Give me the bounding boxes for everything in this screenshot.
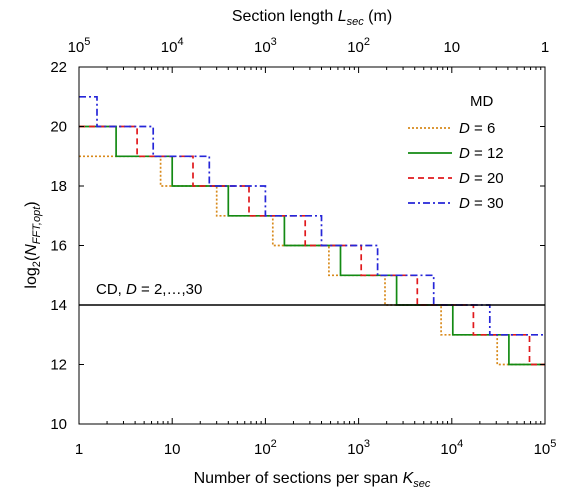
top-x-tick-label: 1 [541,39,549,56]
x-tick-label: 10 [164,441,181,458]
y-tick-label: 12 [50,357,67,374]
x-axis-label: Number of sections per span Ksec [194,470,431,490]
y-tick-label: 14 [50,297,67,314]
y-axis-label: log2(NFFT,opt) [23,201,43,288]
x-tick-label: 102 [254,438,277,458]
x-tick-label: 105 [534,438,557,458]
legend-label-d6: D = 6 [459,120,495,137]
legend-samples [408,127,452,204]
top-x-tick-label: 103 [254,36,277,56]
cd-annotation: CD, D = 2,…,30 [96,281,202,298]
legend-label-d20: D = 20 [459,170,504,187]
top-x-tick-label: 104 [161,36,184,56]
y-tick-label: 22 [50,59,67,76]
top-x-tick-label: 10 [443,39,460,56]
legend-title: MD [470,93,493,110]
x-tick-label: 1 [75,441,83,458]
top-x-tick-label: 102 [347,36,370,56]
x-tick-label: 104 [440,438,463,458]
legend-label-d30: D = 30 [459,195,504,212]
y-tick-label: 16 [50,238,67,255]
top-x-axis-label: Section length Lsec (m) [232,8,392,28]
series-d6 [79,155,545,366]
x-tick-label: 103 [347,438,370,458]
y-tick-label: 20 [50,119,67,136]
legend-label-d12: D = 12 [459,145,504,162]
y-tick-label: 10 [50,416,67,433]
top-x-tick-label: 105 [68,36,91,56]
series-d20 [79,125,545,366]
y-tick-label: 18 [50,178,67,195]
legend: MD D = 6 D = 12 D = 20 D = 30 [408,93,504,212]
